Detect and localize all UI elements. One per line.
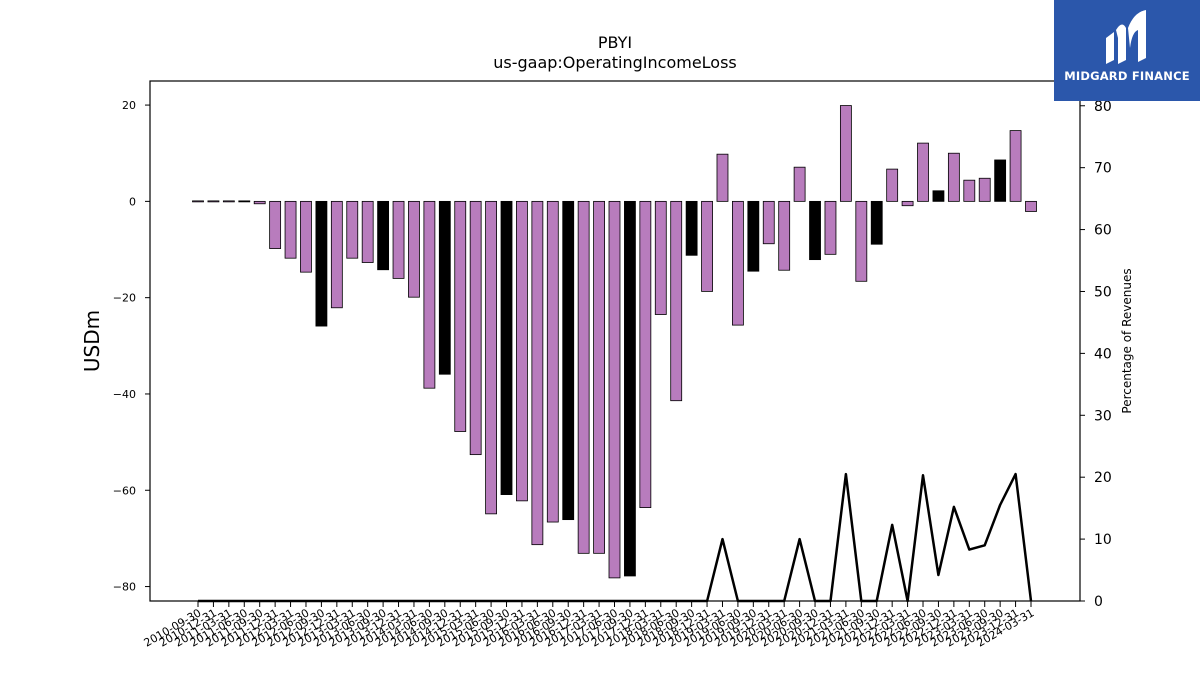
bar-2020-12-31 (824, 200, 837, 255)
left-y-axis: 20 0 −20 −40 −60 −80 (113, 99, 150, 594)
bar-2022-03-31 (901, 200, 914, 207)
bar-2014-03-31 (408, 200, 420, 298)
bar-2012-06-30 (300, 200, 312, 273)
chart-subtitle: us-gaap:OperatingIncomeLoss (493, 53, 737, 72)
bar-2015-12-31 (516, 200, 528, 502)
bar-2019-06-30 (732, 200, 744, 326)
bar-2014-09-30 (438, 200, 451, 375)
y-tick-label: −60 (113, 484, 136, 497)
y2-tick-label: 50 (1094, 284, 1112, 300)
bar-2019-12-31 (762, 200, 775, 245)
bar-2023-06-30 (978, 177, 991, 202)
bar-2020-03-31 (778, 200, 791, 271)
bar-2022-06-30 (917, 142, 929, 202)
bar-2021-06-30 (855, 200, 868, 282)
brand-logo: MIDGARD FINANCE (1054, 0, 1200, 101)
bar-2018-06-30 (670, 200, 683, 402)
right-y-axis: 0 10 20 30 40 50 60 70 80 (1080, 99, 1112, 610)
bar-2017-12-31 (639, 200, 652, 508)
bar-2010-09-30 (192, 200, 204, 203)
bar-2012-03-31 (284, 200, 297, 259)
bar-2016-12-31 (577, 200, 590, 554)
bar-2020-09-30 (809, 200, 821, 261)
y-tick-label: −80 (113, 581, 136, 594)
y-tick-label: −20 (113, 292, 136, 305)
bar-2021-12-31 (886, 168, 899, 202)
bar-2016-03-31 (531, 200, 544, 546)
bar-2011-06-30 (238, 200, 251, 203)
chart-title: PBYI (598, 33, 632, 52)
y-axis-label: USDm (80, 310, 104, 372)
bar-2015-03-31 (469, 200, 482, 456)
y2-tick-label: 20 (1094, 470, 1112, 486)
bar-2022-12-31 (947, 152, 960, 202)
y2-tick-label: 80 (1094, 99, 1112, 115)
y2-tick-label: 70 (1094, 161, 1112, 177)
bar-2020-06-30 (793, 166, 806, 202)
bar-2018-12-31 (701, 200, 713, 292)
bar-2016-09-30 (562, 200, 575, 521)
bar-2013-06-30 (361, 200, 374, 263)
bar-2024-03-31 (1025, 200, 1037, 212)
bar-2017-03-31 (593, 200, 605, 554)
y-tick-label: 20 (122, 99, 136, 112)
bar-2013-09-30 (377, 200, 390, 271)
bar-2023-03-31 (963, 179, 976, 202)
bar-2022-09-30 (932, 190, 945, 202)
bar-2019-03-31 (716, 153, 729, 202)
bar-2011-03-31 (222, 200, 235, 203)
bar-2015-09-30 (500, 200, 513, 495)
bar-2023-12-31 (1009, 130, 1022, 202)
y2-tick-label: 0 (1094, 594, 1103, 610)
bar-2017-06-30 (608, 200, 621, 579)
bar-2012-09-30 (315, 200, 328, 327)
bar-2019-09-30 (747, 200, 760, 272)
bar-2013-12-31 (392, 200, 405, 279)
bars-group (192, 105, 1037, 579)
bar-2021-03-31 (839, 105, 852, 202)
y-tick-label: 0 (129, 195, 136, 208)
bar-2017-09-30 (624, 200, 636, 577)
y2-tick-label: 60 (1094, 223, 1112, 239)
bar-2011-09-30 (253, 200, 266, 205)
bar-2018-03-31 (654, 200, 667, 315)
x-axis: 2010-09-302010-12-312011-03-312011-06-30… (142, 601, 1037, 650)
bar-2023-09-30 (994, 159, 1007, 202)
y2-tick-label: 30 (1094, 408, 1112, 424)
y2-tick-label: 10 (1094, 532, 1112, 548)
bar-2016-06-30 (546, 200, 559, 523)
bar-2018-09-30 (685, 200, 698, 256)
y2-tick-label: 40 (1094, 346, 1112, 362)
bar-2011-12-31 (269, 200, 282, 249)
y-tick-label: −40 (113, 388, 136, 401)
bar-2015-06-30 (485, 200, 497, 515)
bar-2014-06-30 (423, 200, 436, 389)
brand-name: MIDGARD FINANCE (1064, 69, 1190, 83)
y2-axis-label: Percentage of Revenues (1120, 268, 1134, 413)
bar-2021-09-30 (870, 200, 883, 245)
bar-2014-12-31 (454, 200, 467, 432)
bar-2012-12-31 (330, 200, 343, 309)
bar-2013-03-31 (346, 200, 359, 259)
midgard-logo-icon (1106, 10, 1146, 65)
bar-2010-12-31 (207, 200, 220, 203)
